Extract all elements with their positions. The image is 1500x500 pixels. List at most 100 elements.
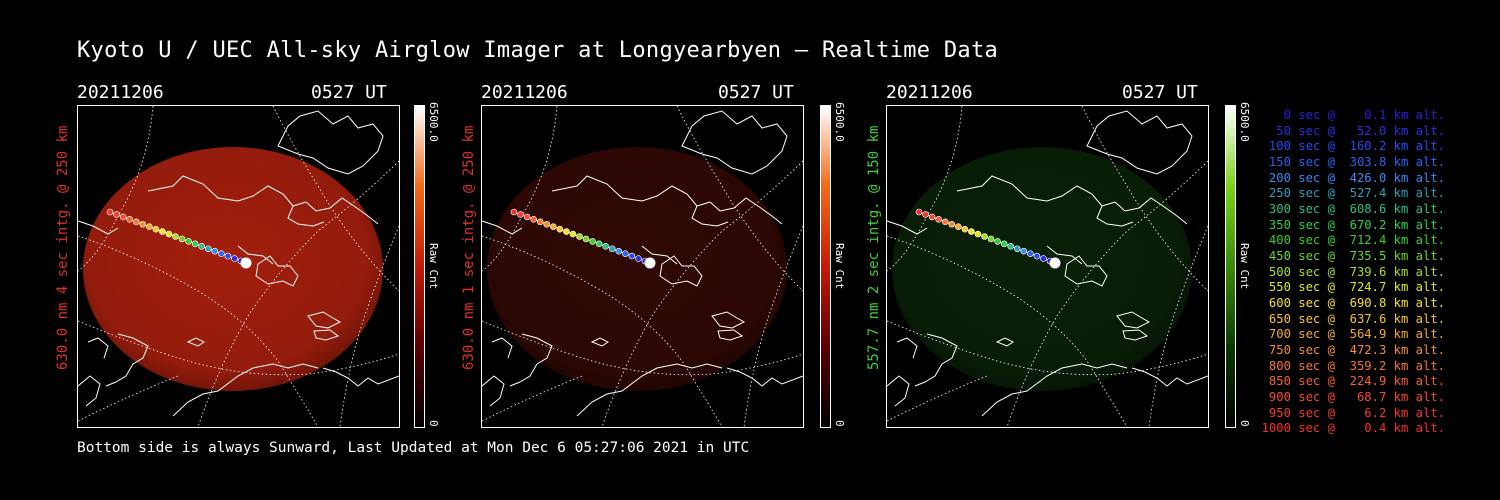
legend-entry: 1000 sec @ 0.4 km alt.	[1261, 421, 1445, 436]
trajectory-point	[119, 213, 127, 221]
legend-entry: 50 sec @ 52.0 km alt.	[1261, 123, 1445, 138]
panel-1-sky-image	[77, 105, 400, 428]
trajectory-point	[1007, 243, 1014, 250]
launch-site-marker	[240, 257, 252, 269]
trajectory-point	[1040, 255, 1047, 262]
legend-entry: 350 sec @ 670.2 km alt.	[1261, 217, 1445, 232]
trajectory-point	[517, 211, 524, 218]
trajectory-point	[922, 211, 929, 218]
coastline	[887, 110, 1208, 417]
trajectory-point	[178, 235, 186, 243]
trajectory-point	[928, 213, 936, 221]
trajectory-point	[595, 240, 603, 248]
trajectory-point	[152, 225, 160, 233]
trajectory-point	[622, 250, 629, 257]
panel-2-colorbar-max: 6500.0	[833, 102, 846, 142]
coastline	[78, 110, 399, 417]
panel-3-time: 0527 UT	[1122, 82, 1198, 103]
legend-entry: 550 sec @ 724.7 km alt.	[1261, 280, 1445, 295]
trajectory-point	[948, 220, 956, 228]
trajectory-point	[987, 235, 995, 243]
trajectory-point	[589, 238, 596, 245]
trajectory-point	[961, 225, 969, 233]
trajectory-point	[556, 225, 564, 233]
legend-entry: 850 sec @ 224.9 km alt.	[1261, 374, 1445, 389]
trajectory-point	[198, 243, 205, 250]
trajectory-point	[582, 235, 590, 243]
trajectory-point	[126, 216, 133, 223]
trajectory-point	[132, 218, 140, 226]
trajectory-point	[191, 240, 199, 248]
panel-2-colorbar-unit: Raw Cnt	[833, 243, 846, 290]
trajectory-point	[106, 208, 114, 216]
panel-1-colorbar	[414, 105, 425, 428]
trajectory-point	[941, 218, 949, 226]
panel-1-colorbar-max: 6500.0	[427, 102, 440, 142]
panel-3-vertical-label: 557.7 nm 2 sec intg. @ 150 km	[866, 125, 882, 370]
trajectory-point	[510, 208, 518, 216]
trajectory-point	[550, 223, 557, 230]
legend-entry: 800 sec @ 359.2 km alt.	[1261, 358, 1445, 373]
trajectory-point	[523, 213, 531, 221]
trajectory-point	[1027, 250, 1034, 257]
trajectory-point	[615, 247, 623, 255]
panel-3-sky-image	[886, 105, 1209, 428]
trajectory-point	[608, 245, 616, 253]
panel-2-sky-image	[481, 105, 804, 428]
panel-2-colorbar	[820, 105, 831, 428]
trajectory-point	[915, 208, 923, 216]
legend-entry: 650 sec @ 637.6 km alt.	[1261, 311, 1445, 326]
legend-entry: 950 sec @ 6.2 km alt.	[1261, 405, 1445, 420]
trajectory-point	[204, 245, 212, 253]
rocket-trajectory	[510, 208, 656, 269]
panel-1-time: 0527 UT	[311, 82, 387, 103]
trajectory-point	[602, 243, 609, 250]
trajectory-point	[1013, 245, 1021, 253]
coastline	[482, 110, 803, 417]
trajectory-point	[628, 252, 636, 260]
legend-entry: 450 sec @ 735.5 km alt.	[1261, 249, 1445, 264]
trajectory-point	[185, 238, 192, 245]
trajectory-legend: 0 sec @ 0.1 km alt. 50 sec @ 52.0 km alt…	[1240, 108, 1445, 437]
trajectory-point	[146, 223, 153, 230]
trajectory-point	[569, 230, 577, 238]
legend-entry: 400 sec @ 712.4 km alt.	[1261, 233, 1445, 248]
trajectory-point	[974, 230, 982, 238]
trajectory-point	[224, 252, 232, 260]
trajectory-point	[113, 211, 120, 218]
panel-3-colorbar	[1225, 105, 1236, 428]
trajectory-point	[968, 228, 975, 235]
trajectory-point	[635, 255, 642, 262]
panel-1-colorbar-min: 0	[427, 420, 440, 427]
panel-2-time: 0527 UT	[718, 82, 794, 103]
legend-entry: 700 sec @ 564.9 km alt.	[1261, 327, 1445, 342]
panel-1-vertical-label: 630.0 nm 4 sec intg. @ 250 km	[55, 125, 71, 370]
legend-entry: 900 sec @ 68.7 km alt.	[1261, 390, 1445, 405]
trajectory-point	[1020, 247, 1028, 255]
trajectory-point	[231, 255, 238, 262]
trajectory-point	[159, 228, 166, 235]
launch-site-marker	[644, 257, 656, 269]
airglow-field	[487, 147, 787, 391]
footer-note: Bottom side is always Sunward, Last Upda…	[77, 440, 750, 456]
legend-entry: 300 sec @ 608.6 km alt.	[1261, 202, 1445, 217]
panel-3-date: 20211206	[886, 82, 973, 103]
trajectory-point	[563, 228, 570, 235]
trajectory-point	[1000, 240, 1008, 248]
trajectory-point	[172, 233, 179, 240]
rocket-trajectory	[915, 208, 1061, 269]
panel-1-colorbar-unit: Raw Cnt	[427, 243, 440, 290]
trajectory-point	[543, 220, 551, 228]
panel-2-date: 20211206	[481, 82, 568, 103]
trajectory-point	[530, 216, 537, 223]
legend-entry: 250 sec @ 527.4 km alt.	[1261, 186, 1445, 201]
airglow-field	[892, 147, 1192, 391]
airglow-field	[83, 147, 383, 391]
trajectory-point	[1033, 252, 1041, 260]
trajectory-point	[955, 223, 962, 230]
trajectory-point	[994, 238, 1001, 245]
trajectory-point	[218, 250, 225, 257]
legend-entry: 600 sec @ 690.8 km alt.	[1261, 296, 1445, 311]
trajectory-point	[211, 247, 219, 255]
rocket-trajectory	[106, 208, 252, 269]
